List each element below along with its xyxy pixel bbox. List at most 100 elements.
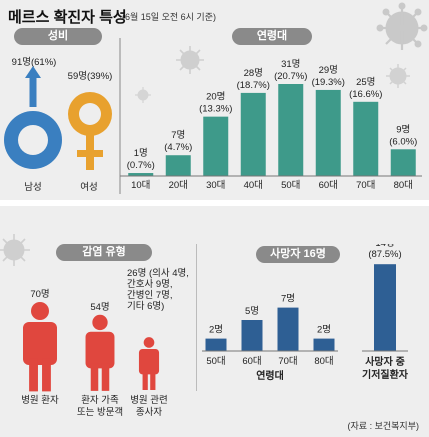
age-value-label: 28명 [244,68,263,79]
age-percent-label: (18.7%) [237,80,270,91]
age-category-label: 20대 [169,180,188,191]
age-percent-label: (0.7%) [127,160,155,171]
person-leg [101,363,110,391]
person-leg [29,358,38,392]
age-percent-label: (13.3%) [199,104,232,115]
virus-icon [135,87,151,103]
age-bar [203,116,229,176]
male-label: 남성 [24,182,42,193]
comorbidity-category-label: 기저질환자 [362,368,409,381]
comorbidity-bar [374,264,396,351]
infection-type-label: 환자 가족 [81,394,119,406]
age-value-label: 25명 [356,77,375,88]
virus-icon [376,2,428,50]
infection-type-label: 종사자 [136,407,162,418]
death-value-label: 2명 [317,325,331,336]
page-title: 메르스 확진자 특성 [8,9,127,26]
death-value-label: 2명 [209,325,223,336]
page-subtitle: (6월 15일 오전 6시 기준) [122,12,216,22]
male-count: 91명(61%) [11,57,57,68]
comorbidity-value-label: 14명 [375,244,394,249]
age-category-label: 50대 [281,180,300,191]
female-count: 59명(39%) [67,71,113,82]
age-category-label: 60대 [319,180,338,191]
infection-count-label: 간병인 7명, [127,290,173,301]
age-header: 연령대 [232,28,312,45]
infection-type-label: 병원 환자 [21,394,59,406]
person-body [138,348,160,375]
age-percent-label: (19.3%) [312,77,345,88]
age-percent-label: (4.7%) [164,142,192,153]
person-head [92,314,108,331]
death-bar [241,320,263,351]
virus-icon [176,46,204,74]
age-value-label: 29명 [319,65,338,76]
death-bar [205,338,227,351]
age-percent-label: (6.0%) [389,136,417,147]
age-bar [165,155,191,176]
age-value-label: 20명 [206,92,225,103]
infection-type-label: 또는 방문객 [77,407,123,418]
age-bar [353,101,379,176]
age-percent-label: (16.6%) [349,89,382,100]
age-category-label: 70대 [356,180,375,191]
age-category-label: 10대 [131,180,150,191]
infection-type-label: 병원 관련 [130,395,168,406]
age-bar [278,84,304,176]
person-leg [142,370,148,390]
age-value-label: 7명 [171,130,185,141]
infection-count-label: 기타 6명) [127,301,164,312]
female-label: 여성 [80,182,98,193]
death-value-label: 7명 [281,294,295,305]
death-bar [277,307,299,351]
divider [0,200,429,206]
virus-icon [386,64,410,88]
infection-count-label: 70명 [30,289,49,300]
person-body [23,322,57,365]
gender-symbols [4,66,112,170]
death-category-label: 60대 [242,356,261,367]
person-head [143,337,155,348]
death-category-label: 80대 [314,356,333,367]
age-category-label: 40대 [244,180,263,191]
age-percent-label: (20.7%) [274,71,307,82]
person-head [31,302,49,320]
deaths-header: 사망자 16명 [256,246,340,263]
person-icon [23,302,57,392]
death-bar [313,338,335,351]
source-note: (자료 : 보건복지부) [347,421,419,431]
person-leg [90,363,99,391]
comorbidity-category-label: 사망자 중 [365,355,405,368]
age-bar [128,173,154,176]
infection-count-label: 26명 (의사 4명, [127,268,189,279]
age-category-label: 80대 [394,180,413,191]
age-value-label: 1명 [134,148,148,159]
death-category-label: 50대 [206,356,225,367]
infection-count-label: 54명 [90,302,109,313]
age-value-label: 9명 [396,124,410,135]
death-axis-label: 연령대 [256,369,284,382]
age-category-label: 30대 [206,180,225,191]
male-symbol-icon [4,66,62,169]
person-icon [138,337,160,390]
person-leg [42,358,51,392]
death-category-label: 70대 [278,356,297,367]
female-symbol-icon [68,92,112,170]
person-body [85,331,115,369]
age-bar [390,149,416,176]
person-icon [85,314,115,391]
age-bar [240,92,266,176]
virus-icon [0,234,30,266]
death-value-label: 5명 [245,306,259,317]
infection-header: 감염 유형 [56,244,152,261]
age-value-label: 31명 [281,59,300,70]
person-leg [150,370,156,390]
infection-count-label: 간호사 9명, [127,279,173,290]
gender-header: 성비 [14,28,102,45]
age-bar [315,89,341,176]
age-chart: 1명(0.7%)10대7명(4.7%)20대20명(13.3%)30대28명(1… [119,38,422,194]
